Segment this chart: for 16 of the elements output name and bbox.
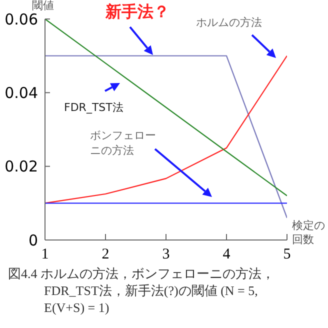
x-tick-label: 4: [222, 246, 231, 263]
x-axis-title: 検定の回数: [292, 219, 326, 247]
x-tick-label: 3: [162, 246, 170, 263]
x-tick-label: 5: [283, 246, 291, 263]
y-tick-label: 0.04: [4, 84, 38, 102]
x-tick-label: 2: [102, 246, 110, 263]
annotation: ホルムの方法: [196, 15, 263, 30]
y-tick-label: 0.06: [4, 10, 38, 28]
x-tick-label: 1: [41, 246, 49, 263]
annotation: 新手法？: [104, 2, 170, 23]
y-tick-label: 0: [28, 231, 38, 250]
y-axis-title: 閾値: [32, 0, 54, 12]
annotation: FDR_TST法: [64, 100, 124, 115]
caption: 図4.4 ホルムの方法，ボンフェローニの方法，FDR_TST法，新手法(?)の閾値 (N = 5, E(V+S) = 1): [8, 265, 276, 316]
y-tick-label: 0.02: [4, 158, 38, 176]
annotation: ボンフェローニの方法: [90, 128, 157, 158]
